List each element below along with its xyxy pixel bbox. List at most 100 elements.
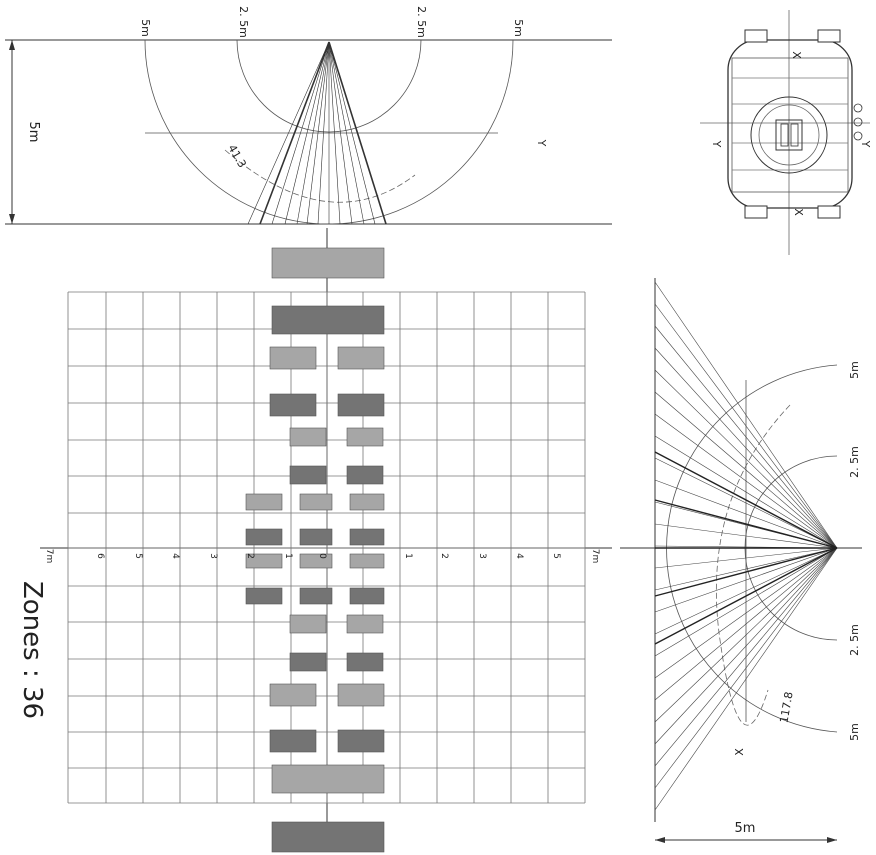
top-ray bbox=[284, 41, 330, 225]
top-view: 5m 5m 2. 5m 2. 5m 5m Y 41.3 bbox=[5, 6, 612, 225]
side-label-r5-top: 5m bbox=[848, 361, 861, 379]
grid-lines bbox=[67, 291, 586, 804]
top-ray bbox=[296, 41, 330, 225]
label-r25-right: 2. 5m bbox=[415, 6, 428, 38]
detection-zone bbox=[245, 587, 283, 605]
label-r5-right: 5m bbox=[512, 19, 525, 37]
detection-zone bbox=[289, 652, 327, 672]
detection-zone bbox=[271, 247, 385, 279]
detection-zone bbox=[299, 587, 333, 605]
side-angle-arc bbox=[715, 404, 791, 726]
detection-zone bbox=[346, 427, 384, 447]
side-ray bbox=[654, 413, 838, 549]
tick-right-2: 2 bbox=[439, 553, 449, 559]
tick-right-3: 3 bbox=[477, 553, 487, 559]
top-ray bbox=[247, 41, 330, 225]
detection-zone bbox=[337, 393, 385, 417]
side-ray bbox=[654, 547, 838, 723]
floor-zone-grid: 7m 6 5 4 3 2 1 0 1 2 3 4 5 7m bbox=[40, 228, 612, 853]
label-r25-left: 2. 5m bbox=[237, 6, 250, 38]
lens-ring bbox=[750, 96, 828, 174]
side-ray bbox=[654, 547, 838, 591]
detection-zone bbox=[349, 528, 385, 546]
detection-zone bbox=[346, 465, 384, 485]
detection-zone bbox=[337, 346, 385, 370]
side-ray-bold bbox=[654, 451, 838, 549]
sensor-chip bbox=[775, 119, 803, 151]
side-ray bbox=[654, 369, 838, 549]
detection-zone bbox=[269, 683, 317, 707]
tick-right-4: 4 bbox=[514, 553, 524, 559]
side-label-r25-bottom: 2. 5m bbox=[848, 624, 861, 656]
side-ray-bold bbox=[654, 547, 838, 645]
top-ray bbox=[328, 41, 376, 225]
top-ray bbox=[328, 41, 341, 225]
detection-zones bbox=[245, 247, 385, 853]
detection-zone bbox=[349, 493, 385, 511]
detection-zone bbox=[271, 821, 385, 853]
side-label-r5-bottom: 5m bbox=[848, 723, 861, 741]
top-ray bbox=[306, 41, 330, 225]
side-ray bbox=[654, 547, 838, 657]
sensor-x-top: X bbox=[790, 51, 803, 59]
side-ray bbox=[654, 523, 838, 549]
label-r5-left: 5m bbox=[139, 19, 152, 37]
top-ray bbox=[259, 41, 330, 225]
side-ray-bold bbox=[654, 547, 838, 597]
tick-left-4: 4 bbox=[170, 553, 180, 559]
detection-zone bbox=[346, 614, 384, 634]
top-ray bbox=[328, 41, 365, 225]
side-ray bbox=[654, 435, 838, 549]
tick-left-7m: 7m bbox=[44, 549, 54, 564]
detection-zone bbox=[289, 614, 327, 634]
side-ray bbox=[654, 547, 838, 701]
tick-right-1: 1 bbox=[403, 553, 413, 559]
side-ray bbox=[654, 281, 838, 549]
detection-zone bbox=[299, 528, 333, 546]
sensor-unit-view: X X Y Y bbox=[700, 10, 872, 255]
angle-arc bbox=[224, 149, 416, 203]
detection-zone bbox=[269, 729, 317, 753]
sensor-body bbox=[727, 39, 853, 209]
axis-y-label: Y bbox=[535, 139, 548, 147]
side-label-r25-top: 2. 5m bbox=[848, 446, 861, 478]
side-ray bbox=[654, 547, 838, 767]
side-ray bbox=[654, 547, 838, 635]
detection-zone bbox=[337, 729, 385, 753]
top-ray bbox=[328, 41, 387, 225]
tick-right-7m: 7m bbox=[590, 549, 600, 564]
top-ray bbox=[271, 41, 330, 225]
tick-left-3: 3 bbox=[208, 553, 218, 559]
side-ray bbox=[654, 391, 838, 549]
zones-count-title: Zones : 36 bbox=[17, 581, 47, 719]
top-ray bbox=[317, 41, 330, 225]
side-ray bbox=[654, 547, 838, 789]
detection-zone bbox=[299, 553, 333, 569]
detection-zone bbox=[346, 652, 384, 672]
detection-zone bbox=[245, 528, 283, 546]
detection-zone bbox=[271, 764, 385, 794]
sensor-inner bbox=[731, 57, 849, 193]
side-ray bbox=[654, 479, 838, 549]
tick-left-1: 1 bbox=[283, 553, 293, 559]
detection-zone bbox=[289, 465, 327, 485]
tick-left-5: 5 bbox=[133, 553, 143, 559]
side-ray-bold bbox=[654, 499, 838, 549]
tick-left-6: 6 bbox=[95, 553, 105, 559]
sensor-y-left: Y bbox=[710, 140, 723, 148]
detection-zone bbox=[245, 553, 283, 569]
top-rays bbox=[247, 41, 387, 225]
side-ray bbox=[654, 547, 838, 811]
side-ray bbox=[654, 325, 838, 549]
detection-zone bbox=[245, 493, 283, 511]
side-rays bbox=[654, 281, 838, 811]
detection-zone bbox=[289, 427, 327, 447]
side-ray bbox=[654, 457, 838, 549]
detection-zone bbox=[337, 683, 385, 707]
side-view: 5m 5m 2. 5m 2. 5m 5m X 117.8 bbox=[620, 278, 862, 843]
side-ray bbox=[654, 347, 838, 549]
detection-zone bbox=[271, 305, 385, 335]
side-ray bbox=[654, 547, 838, 745]
side-ray bbox=[654, 547, 838, 569]
